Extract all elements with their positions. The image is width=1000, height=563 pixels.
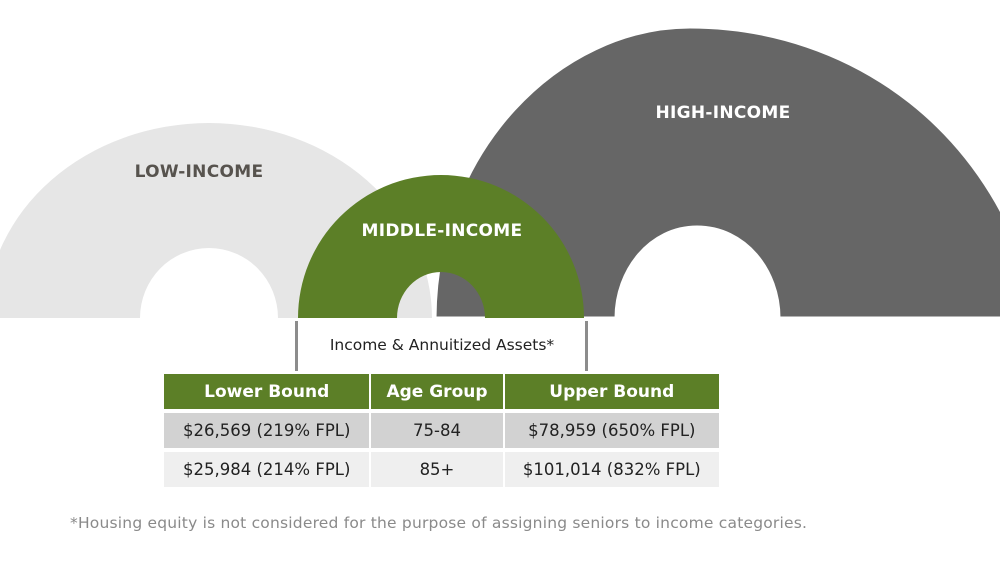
cell-lower-bound: $25,984 (214% FPL) (164, 448, 372, 487)
income-arches-diagram (0, 25, 1000, 320)
bracket-left (295, 321, 298, 371)
cell-age-group: 75-84 (371, 409, 505, 448)
cell-upper-bound: $101,014 (832% FPL) (504, 448, 719, 487)
cell-age-group: 85+ (371, 448, 505, 487)
high-income-arch (433, 25, 1000, 320)
bracket-right (585, 321, 588, 371)
table-header-row: Lower Bound Age Group Upper Bound (164, 374, 719, 409)
table-row: $25,984 (214% FPL) 85+ $101,014 (832% FP… (164, 448, 719, 487)
cell-upper-bound: $78,959 (650% FPL) (504, 409, 719, 448)
header-upper-bound: Upper Bound (504, 374, 719, 409)
footnote: *Housing equity is not considered for th… (70, 514, 808, 532)
middle-income-label: MIDDLE-INCOME (361, 221, 523, 241)
low-income-label: LOW-INCOME (134, 162, 264, 182)
table-caption: Income & Annuitized Assets* (329, 336, 555, 354)
income-bounds-table: Lower Bound Age Group Upper Bound $26,56… (164, 374, 719, 487)
high-income-label: HIGH-INCOME (655, 103, 791, 123)
header-lower-bound: Lower Bound (164, 374, 372, 409)
table-row: $26,569 (219% FPL) 75-84 $78,959 (650% F… (164, 409, 719, 448)
cell-lower-bound: $26,569 (219% FPL) (164, 409, 372, 448)
middle-income-arch (298, 175, 584, 318)
header-age-group: Age Group (371, 374, 505, 409)
